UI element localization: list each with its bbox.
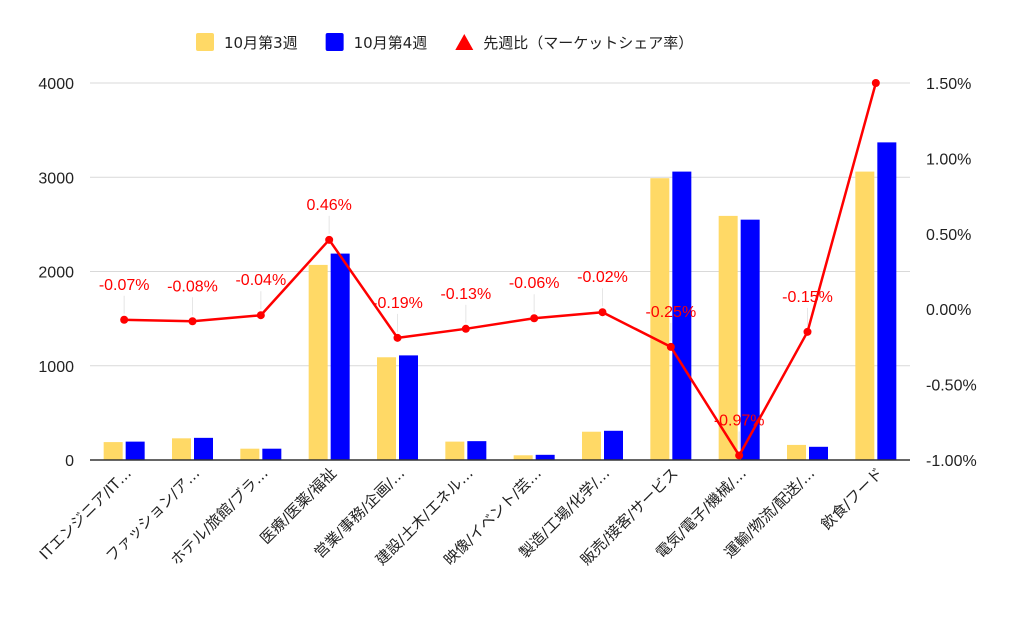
legend: 10月第3週 10月第4週 先週比（マーケットシェア率） (196, 33, 693, 52)
data-label: -0.07% (99, 277, 150, 294)
data-label: -0.15% (782, 289, 833, 306)
data-label: -0.19% (372, 295, 423, 312)
category-label: 飲食/フード (817, 464, 886, 533)
bar-week3 (308, 264, 328, 460)
y-left-tick-label: 1000 (38, 359, 74, 376)
data-label: -0.25% (645, 304, 696, 321)
line-point (325, 235, 334, 244)
bar-week4 (672, 171, 692, 460)
y-left-tick-label: 2000 (38, 265, 74, 282)
bar-week3 (650, 178, 670, 460)
bar-week4 (809, 446, 828, 460)
y-left-tick-label: 0 (65, 453, 74, 470)
legend-label: 10月第4週 (354, 34, 428, 52)
bar-week4 (194, 437, 213, 460)
y-right-tick-label: -1.00% (926, 453, 977, 470)
y-right-tick-label: 1.50% (926, 76, 971, 93)
line-series: -0.07% -0.08% -0.04% 0.46% -0.19% -0.13% -0.06… (99, 79, 880, 460)
line-point (530, 314, 539, 323)
data-label: -0.06% (509, 275, 560, 292)
bar-week3 (718, 215, 738, 460)
bar-week3 (582, 431, 601, 460)
line-point (871, 79, 880, 87)
line-point (461, 324, 470, 333)
bar-week4 (740, 219, 760, 460)
line-point (256, 311, 265, 320)
data-label: -0.04% (235, 272, 286, 289)
bar-week3 (445, 441, 465, 460)
bar-week4 (399, 355, 418, 460)
legend-label: 10月第3週 (224, 34, 298, 52)
market-share-line (124, 82, 878, 457)
y-left-tick-label: 4000 (38, 76, 74, 93)
bar-week4 (467, 441, 487, 460)
data-label: -0.97% (714, 412, 765, 429)
bar-week4 (535, 454, 555, 460)
data-label: -0.08% (167, 278, 218, 295)
data-label: -0.02% (577, 269, 628, 286)
bar-week3 (103, 442, 123, 460)
y-right-tick-label: 1.00% (926, 151, 971, 168)
gridlines (90, 82, 910, 367)
bar-week3 (377, 357, 396, 460)
line-point (598, 308, 607, 317)
bar-week4 (604, 430, 623, 460)
bar-week3 (513, 455, 533, 460)
legend-swatch (325, 33, 344, 51)
y-right-tick-label: -0.50% (926, 378, 977, 395)
y-right-tick-label: 0.00% (926, 302, 971, 319)
bar-series (103, 142, 897, 460)
bar-week3 (787, 444, 806, 460)
bar-week3 (855, 171, 875, 460)
bar-week3 (172, 438, 191, 460)
legend-triangle-icon (455, 34, 474, 50)
legend-swatch (196, 33, 214, 51)
y-right-tick-label: 0.50% (926, 227, 971, 244)
line-point (666, 342, 675, 351)
bar-week4 (877, 142, 897, 460)
line-point (803, 327, 812, 336)
bar-week4 (330, 253, 350, 460)
data-label: -0.13% (440, 286, 491, 303)
y-left-tick-label: 3000 (38, 170, 74, 187)
bar-week3 (240, 448, 260, 460)
line-point (188, 317, 197, 326)
bar-week4 (125, 441, 145, 460)
legend-label: 先週比（マーケットシェア率） (483, 34, 693, 52)
line-point (735, 451, 744, 460)
line-point (120, 315, 129, 324)
bar-week4 (262, 448, 282, 460)
line-point (393, 333, 402, 342)
data-label: 0.46% (306, 197, 351, 214)
